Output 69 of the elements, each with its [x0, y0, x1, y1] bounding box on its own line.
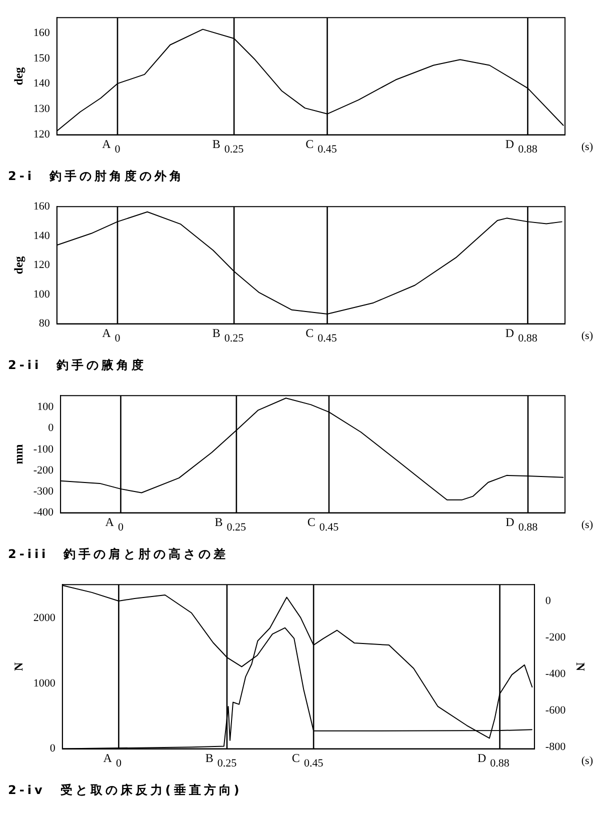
y-axis-title: N: [11, 662, 26, 672]
ref-line-label: D: [506, 514, 515, 529]
x-axis-title: (s): [581, 755, 594, 768]
x-tick-label: 0.45: [304, 757, 324, 770]
x-tick-label: 0: [116, 757, 122, 770]
y-tick-label: 100: [33, 288, 50, 300]
x-tick-label: 0: [114, 332, 121, 344]
y2-tick-label: -600: [545, 704, 566, 716]
y2-tick-label: -800: [545, 740, 566, 753]
y-axis-title: deg: [11, 256, 26, 274]
y2-axis-title: N: [574, 662, 588, 672]
x-axis-title: (s): [581, 519, 594, 532]
x-axis-title: (s): [581, 330, 594, 342]
y2-tick-label: -400: [545, 668, 566, 680]
y-axis-title: deg: [11, 67, 26, 86]
text: 2-iv 受と取の床反力(垂直方向): [8, 782, 244, 799]
x-tick-label: 0.25: [226, 521, 247, 534]
x-tick-label: 0.88: [518, 521, 538, 534]
y-tick-label: 80: [38, 318, 50, 330]
y2-tick-label: 0: [545, 594, 552, 607]
ref-line-label: A: [102, 326, 112, 340]
ref-line-label: B: [212, 136, 220, 151]
ref-line-label: A: [105, 514, 114, 529]
y-axis-title: mm: [11, 444, 26, 464]
y-tick-label: -200: [33, 464, 54, 476]
ref-line-label: C: [292, 750, 300, 765]
x-tick-label: 0: [114, 143, 121, 156]
ref-line-label: B: [212, 326, 220, 340]
y-tick-label: 160: [33, 200, 50, 212]
y-tick-label: 120: [33, 259, 50, 272]
y-tick-label: -400: [33, 506, 54, 519]
y-tick-label: 0: [50, 742, 56, 755]
y-tick-label: 1000: [33, 677, 56, 690]
x-tick-label: 0.25: [217, 757, 238, 770]
x-tick-label: 0.25: [224, 332, 244, 344]
y-tick-label: 100: [37, 401, 54, 414]
y-tick-label: 140: [33, 78, 50, 90]
ref-line-label: D: [505, 136, 514, 151]
x-tick-label: 0.45: [318, 332, 338, 344]
x-axis-title: (s): [581, 141, 594, 154]
y-tick-label: 160: [33, 26, 50, 39]
x-tick-label: 0.45: [318, 143, 338, 156]
ref-line-label: A: [103, 750, 112, 765]
x-tick-label: 0.25: [224, 143, 244, 156]
ref-line-label: C: [307, 514, 316, 529]
y-tick-label: -300: [33, 486, 54, 498]
y-tick-label: 140: [33, 230, 50, 242]
x-tick-label: 0.88: [490, 757, 510, 770]
ref-line-label: C: [306, 136, 314, 151]
y-tick-label: 2000: [33, 612, 56, 624]
y-tick-label: -100: [33, 443, 54, 456]
ref-line-label: B: [214, 514, 223, 529]
text: 2-iii 釣手の肩と肘の高さの差: [8, 546, 230, 563]
ref-line-label: B: [205, 750, 214, 765]
x-tick-label: 0.88: [518, 143, 538, 156]
ref-line-label: D: [505, 326, 514, 340]
y-tick-label: 130: [33, 103, 50, 116]
x-tick-label: 0.45: [319, 521, 340, 534]
ref-line-label: D: [477, 750, 486, 765]
y2-tick-label: -200: [545, 631, 566, 644]
x-tick-label: 0.88: [518, 332, 538, 344]
y-tick-label: 150: [33, 52, 50, 64]
text: 2-ii 釣手の腋角度: [8, 357, 148, 374]
x-tick-label: 0: [118, 521, 124, 534]
y-tick-label: 0: [48, 422, 54, 434]
ref-line-label: A: [102, 136, 112, 151]
ref-line-label: C: [306, 326, 314, 340]
text: 2-i 釣手の肘角度の外角: [8, 168, 186, 185]
y-tick-label: 120: [33, 128, 50, 141]
